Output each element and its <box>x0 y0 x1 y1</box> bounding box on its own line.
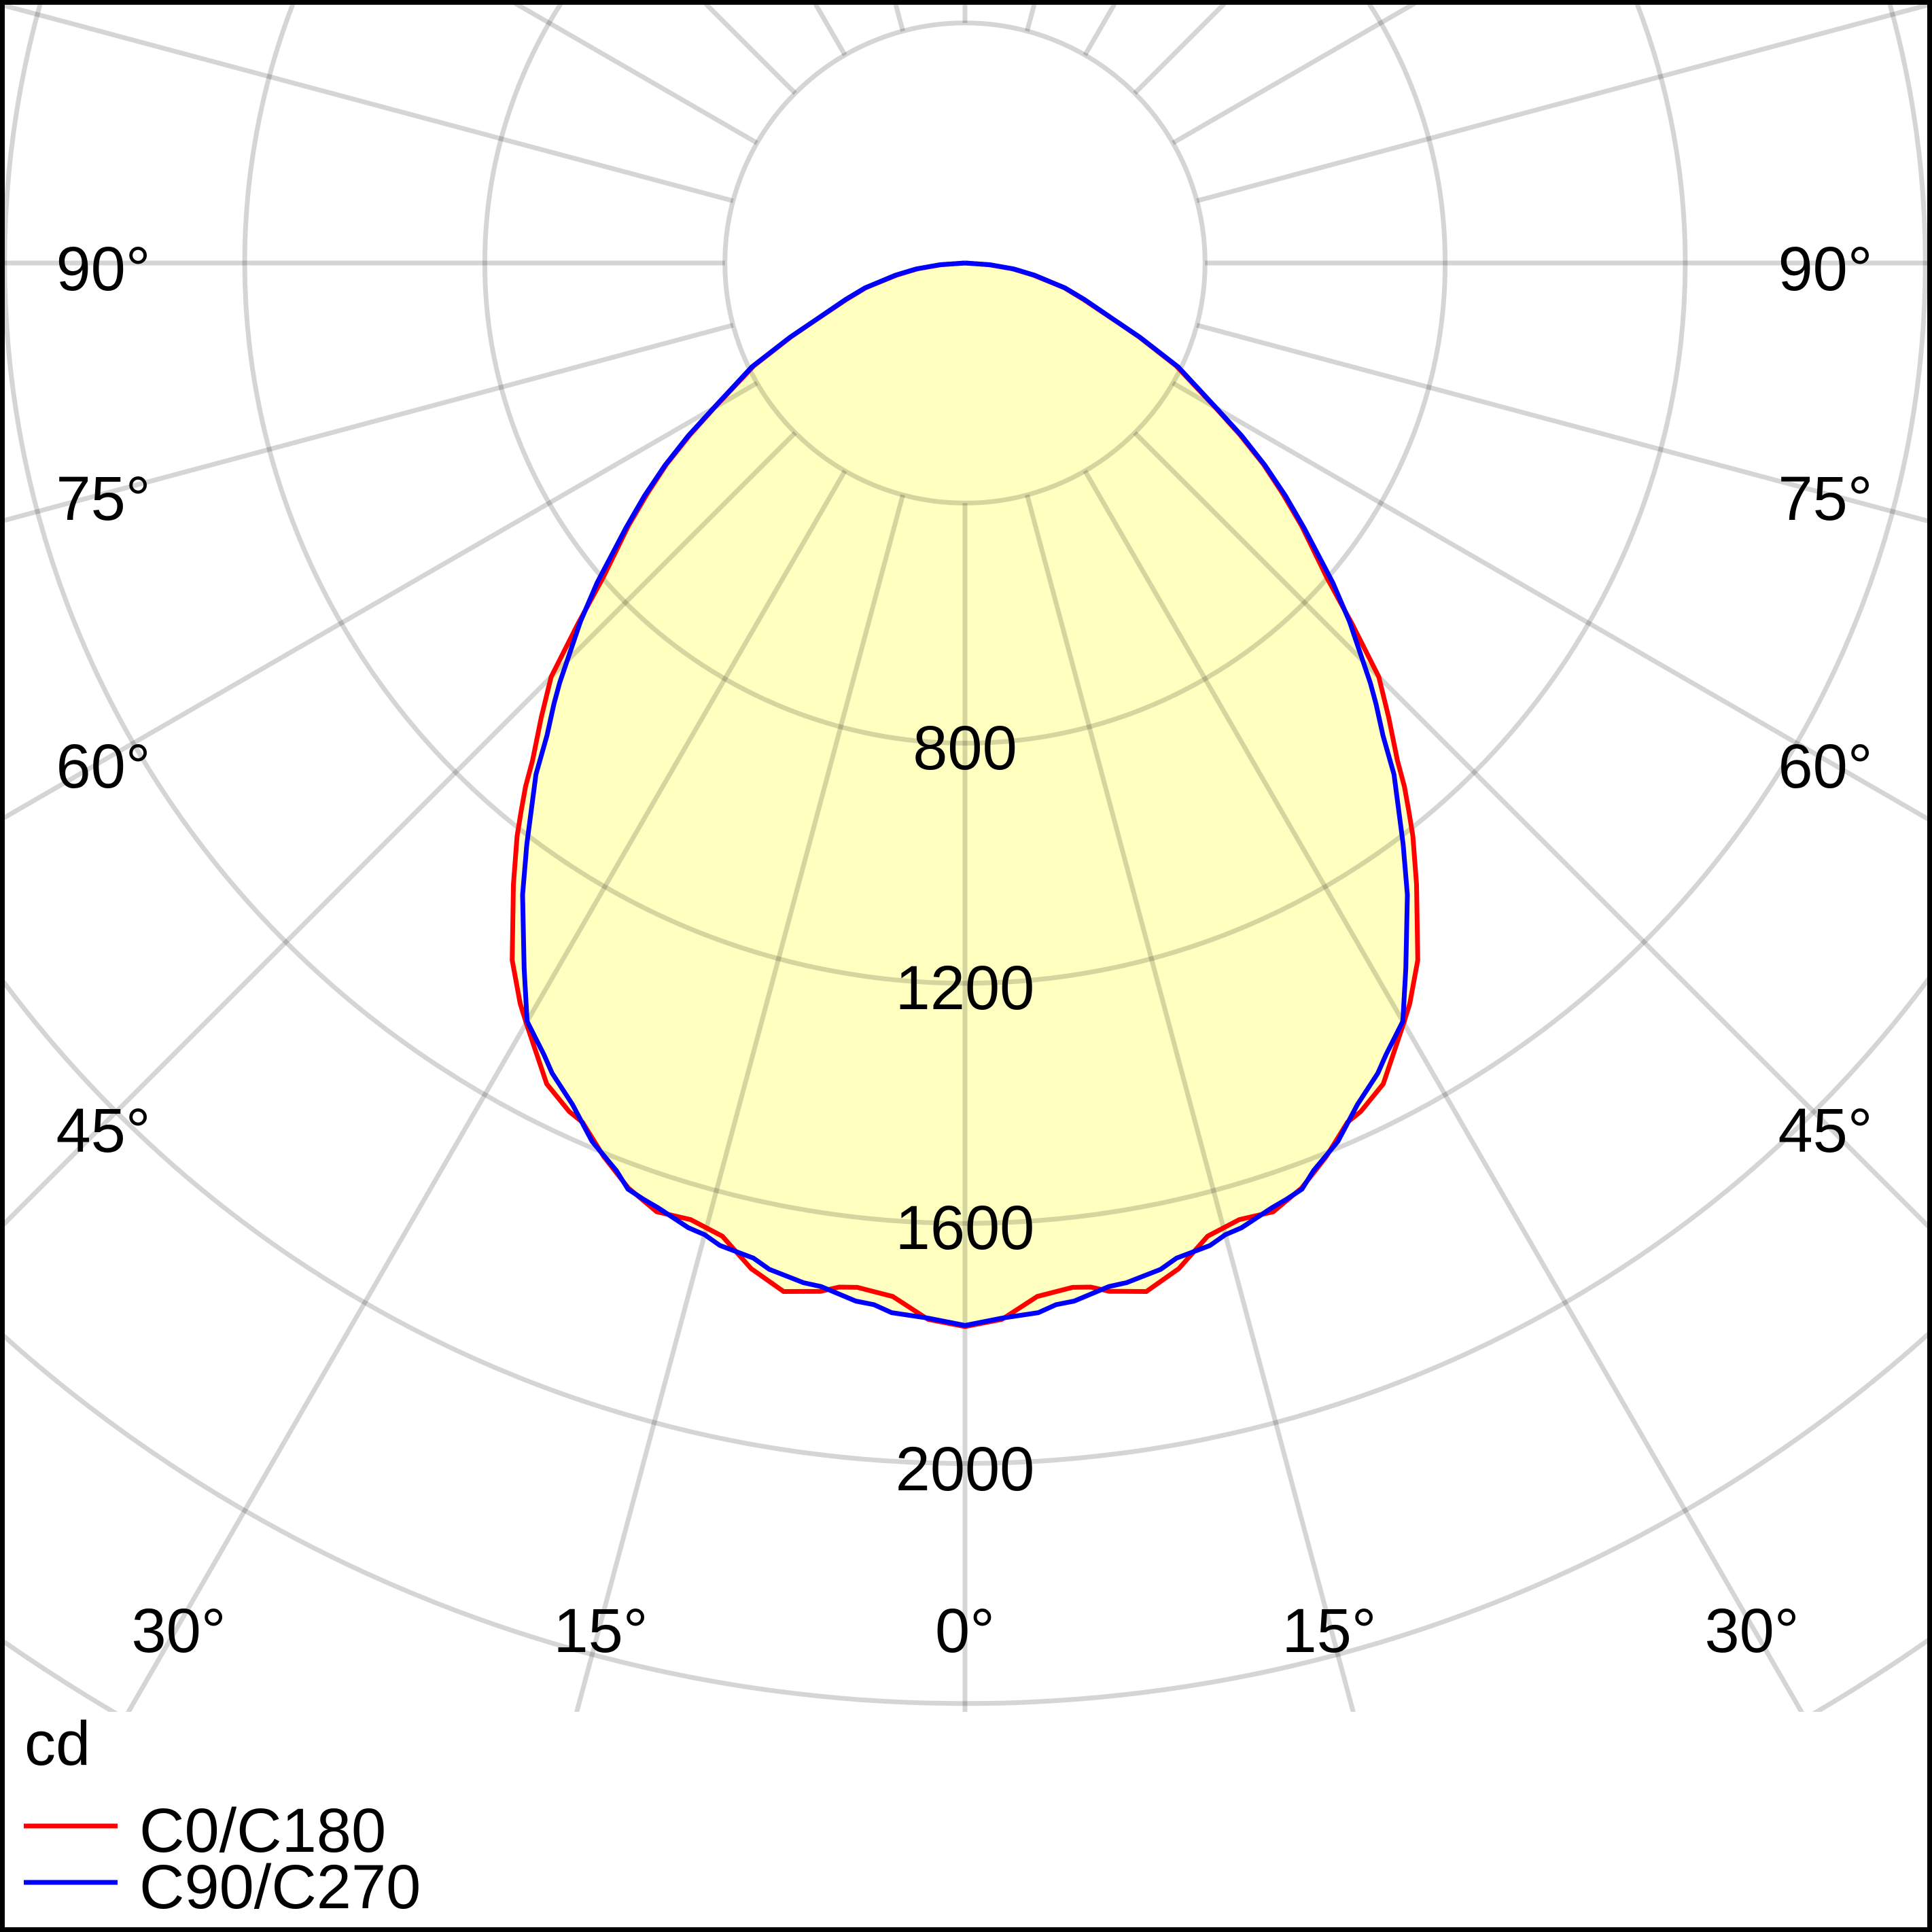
angle-label-right-75: 75° <box>1778 464 1872 533</box>
radial-tick-labels: 800 1200 1600 2000 <box>896 714 1035 1504</box>
fill-c90-c270 <box>523 263 1407 1326</box>
angle-label-right-60: 60° <box>1778 732 1872 801</box>
grid-spoke-60 <box>964 260 1927 822</box>
grid-ring-2400 <box>5 1331 1927 1706</box>
intensity-curves <box>510 260 1420 1329</box>
angle-label-left-90: 90° <box>56 234 150 304</box>
grid-spoke-15 <box>962 262 1356 1712</box>
grid-spoke-120 <box>964 5 1418 266</box>
curve-c90-c270 <box>520 260 1410 1328</box>
grid-spoke-75 <box>964 260 1927 524</box>
angle-label-bottom-left-30: 30° <box>131 1596 226 1666</box>
grid-ring-400 <box>722 20 1208 506</box>
grid-spoke-300 <box>5 260 966 820</box>
angle-label-right-90: 90° <box>1778 234 1872 304</box>
tick-label-800: 800 <box>913 714 1017 783</box>
grid-ring-1600 <box>5 5 1927 1226</box>
angle-label-bottom-right-15: 15° <box>1282 1596 1376 1666</box>
grid-spoke-240 <box>512 5 966 266</box>
tick-label-1200: 1200 <box>896 953 1035 1023</box>
angle-label-bottom-left-15: 15° <box>553 1596 648 1666</box>
angle-label-right-45: 45° <box>1778 1096 1872 1165</box>
legend: cd C0/C180 C90/C270 <box>24 1709 421 1922</box>
grid-ring-800 <box>482 5 1447 745</box>
grid-spoke-105 <box>964 5 1927 266</box>
grid-spoke-45 <box>963 261 1927 1229</box>
grid-spoke-255 <box>5 5 966 266</box>
unit-label: cd <box>24 1709 90 1778</box>
grid-ring-2000 <box>5 976 1927 1466</box>
grid-spoke-315 <box>5 261 967 1227</box>
angle-label-bottom-right-30: 30° <box>1704 1596 1799 1666</box>
angle-label-left-75: 75° <box>56 464 150 533</box>
angle-label-bottom-0: 0° <box>935 1596 995 1666</box>
angle-label-left-45: 45° <box>56 1096 150 1165</box>
angle-label-left-60: 60° <box>56 732 150 801</box>
tick-label-2000: 2000 <box>896 1435 1035 1504</box>
grid-spoke-345 <box>574 262 968 1712</box>
intensity-fill <box>512 263 1418 1327</box>
angle-labels: 90° 75° 60° 45° 90° 75° 60° 45° 30° 15° … <box>56 234 1872 1666</box>
grid-spoke-30 <box>962 262 1804 1712</box>
grid-ring-1200 <box>242 5 1688 986</box>
grid-spoke-285 <box>5 260 966 523</box>
grid-spoke-330 <box>126 262 968 1712</box>
legend-label-c0-c180: C0/C180 <box>139 1796 386 1865</box>
legend-label-c90-c270: C90/C270 <box>139 1852 421 1922</box>
tick-label-1600: 1600 <box>896 1193 1035 1263</box>
